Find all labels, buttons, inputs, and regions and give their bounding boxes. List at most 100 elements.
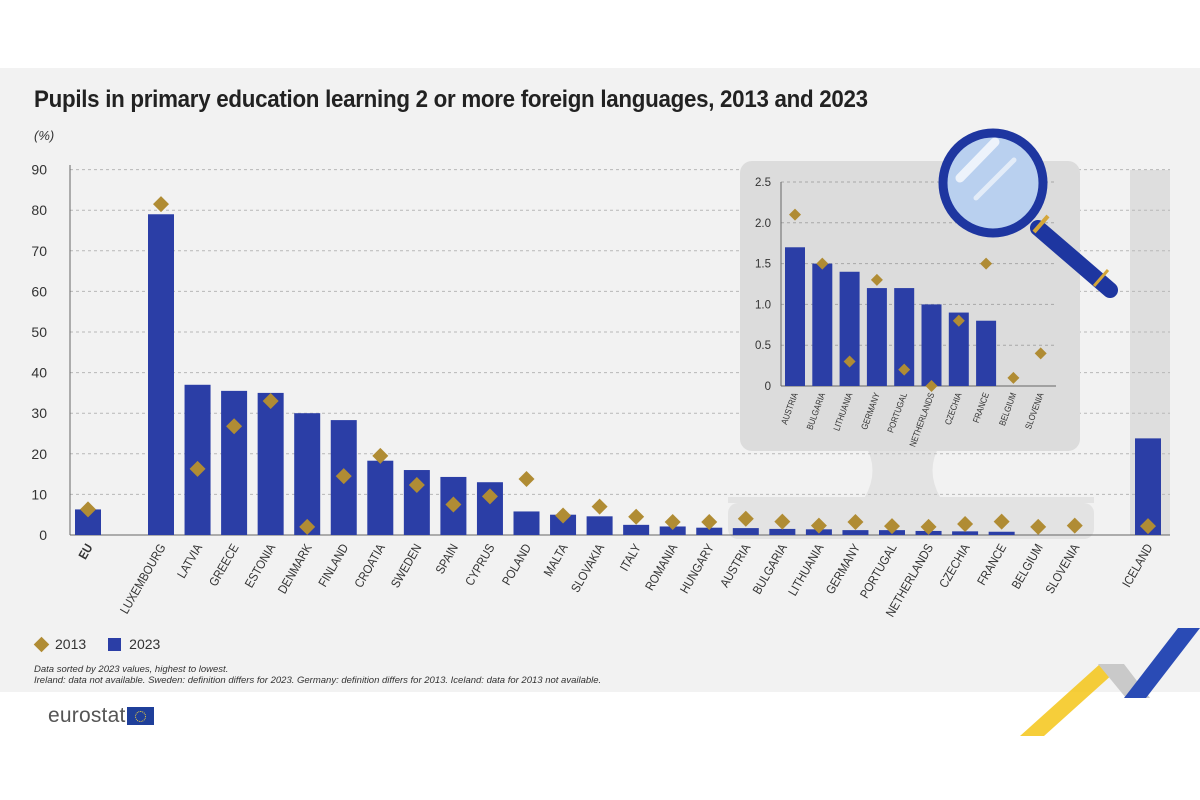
- magnifier-glare: [973, 157, 1017, 201]
- inset-marker-2013-slovenia: [1034, 347, 1047, 360]
- magnifier-glare: [955, 137, 1000, 183]
- marker-2013-croatia: [372, 447, 389, 464]
- inset-marker-2013-czechia: [952, 314, 965, 327]
- y-tick-label: 90: [31, 162, 47, 178]
- inset-y-tick-label: 0.5: [755, 340, 771, 352]
- highlight-connector: [728, 445, 1094, 503]
- marker-2013-malta: [555, 507, 572, 524]
- y-tick-label: 60: [31, 283, 47, 299]
- inset-marker-2013-bulgaria: [816, 257, 829, 270]
- marker-2013-belgium: [1030, 518, 1047, 535]
- marker-2013-netherlands: [920, 518, 937, 535]
- bar-2023-germany: [842, 530, 869, 535]
- y-tick-label: 50: [31, 324, 47, 340]
- y-tick-label: 80: [31, 202, 47, 218]
- marker-2013-austria: [737, 510, 754, 527]
- bar-2023-estonia: [257, 392, 284, 535]
- inset-bar-2023-lithuania: [839, 271, 860, 386]
- legend-label-2023: 2023: [129, 636, 161, 652]
- bar-2023-france: [988, 531, 1015, 535]
- inset-y-tick-label: 2.5: [755, 177, 771, 189]
- legend-item-2023: 2023: [108, 636, 160, 652]
- bar-2023-hungary: [696, 527, 723, 535]
- y-tick-label: 0: [39, 527, 47, 543]
- logo-text: eurostat: [48, 704, 126, 727]
- marker-2013-poland: [518, 470, 535, 487]
- marker-2013-spain: [445, 496, 462, 513]
- footnote-sort: Data sorted by 2023 values, highest to l…: [34, 664, 229, 675]
- bar-2023-czechia: [952, 531, 979, 535]
- marker-2013-czechia: [957, 516, 974, 533]
- inset-y-tick-label: 2.0: [755, 218, 771, 230]
- bar-2023-bulgaria: [769, 528, 796, 535]
- marker-2013-finland: [335, 468, 352, 485]
- eu-flag-icon: [127, 707, 155, 725]
- marker-2013-greece: [226, 418, 243, 435]
- inset-bar-2023-czechia: [948, 312, 969, 386]
- bar-2023-malta: [550, 514, 577, 535]
- bar-2023-austria: [732, 528, 759, 535]
- bar-2023-italy: [623, 524, 650, 535]
- magnifier-handle-band: [1032, 214, 1050, 234]
- inset-bar-2023-austria: [785, 247, 805, 386]
- inset-bar-2023-bulgaria: [812, 263, 833, 386]
- marker-2013-estonia: [262, 393, 279, 410]
- inset-marker-2013-netherlands: [925, 380, 938, 392]
- y-tick-label: 30: [31, 405, 47, 421]
- marker-2013-germany: [847, 514, 864, 531]
- marker-2013-iceland: [1140, 518, 1156, 535]
- marker-2013-slovenia: [1066, 517, 1083, 534]
- magnifier-handle-band: [1092, 269, 1110, 287]
- marker-2013-eu: [80, 501, 96, 518]
- inset-marker-2013-lithuania: [843, 355, 856, 368]
- inset-marker-2013-austria: [789, 208, 801, 221]
- marker-2013-cyprus: [481, 488, 498, 505]
- inset-bar-2023-netherlands: [921, 304, 942, 386]
- marker-2013-hungary: [701, 514, 718, 531]
- marker-2013-portugal: [884, 518, 900, 535]
- inset-y-tick-label: 0: [765, 381, 771, 393]
- marker-2013-france: [993, 513, 1010, 530]
- inset-bar-2023-france: [976, 320, 997, 386]
- inset-y-tick-label: 1.0: [755, 299, 771, 311]
- bar-2023-luxembourg: [148, 214, 174, 535]
- legend-bar-marker: [108, 637, 122, 651]
- x-tick-label-eu: EU: [76, 542, 96, 562]
- magnifying-glass-icon: [938, 128, 1118, 298]
- marker-2013-italy: [628, 508, 645, 525]
- footnote-countries: Ireland: data not available. Sweden: def…: [34, 675, 602, 686]
- eurostat-logo: eurostat: [48, 704, 155, 728]
- y-tick-label: 70: [31, 243, 47, 259]
- bar-2023-croatia: [367, 460, 394, 535]
- marker-2013-denmark: [299, 518, 316, 535]
- inset-marker-2013-portugal: [898, 363, 911, 376]
- legend: 2013 2023: [33, 636, 182, 652]
- y-tick-label: 10: [31, 486, 47, 502]
- bar-2023-latvia: [184, 384, 211, 535]
- inset-marker-2013-germany: [870, 273, 883, 286]
- marker-2013-sweden: [408, 477, 425, 494]
- bar-2023-greece: [221, 390, 248, 535]
- bar-2023-denmark: [294, 413, 321, 535]
- chart-title: Pupils in primary education learning 2 o…: [34, 86, 868, 113]
- inset-marker-2013-france: [980, 257, 993, 270]
- marker-2013-romania: [664, 514, 681, 531]
- inset-bar-2023-germany: [866, 288, 887, 386]
- bar-2023-romania: [659, 526, 686, 535]
- marker-2013-luxembourg: [153, 196, 169, 213]
- footnotes: Data sorted by 2023 values, highest to l…: [34, 664, 601, 686]
- legend-item-2013: 2013: [33, 636, 87, 652]
- marker-2013-lithuania: [810, 517, 827, 534]
- y-axis-unit-label: (%): [34, 128, 55, 143]
- marker-2013-slovakia: [591, 498, 608, 515]
- legend-label-2013: 2013: [55, 636, 87, 652]
- y-tick-label: 40: [31, 365, 47, 381]
- marker-2013-latvia: [189, 460, 206, 477]
- inset-marker-2013-belgium: [1007, 371, 1020, 384]
- y-tick-label: 20: [31, 446, 47, 462]
- marker-2013-bulgaria: [774, 513, 791, 530]
- bar-2023-poland: [513, 511, 540, 535]
- inset-bar-2023-portugal: [894, 288, 915, 386]
